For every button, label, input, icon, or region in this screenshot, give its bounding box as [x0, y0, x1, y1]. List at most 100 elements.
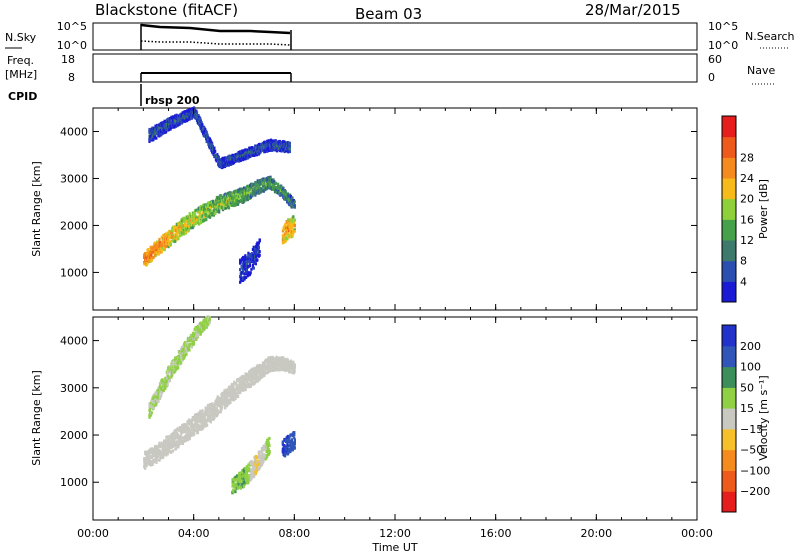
- heatmap-cell: [165, 379, 168, 383]
- heatmap-cell: [257, 251, 260, 255]
- heatmap-cell: [251, 378, 254, 382]
- heatmap-cell: [241, 189, 244, 193]
- heatmap-cell: [251, 471, 254, 475]
- heatmap-cell: [204, 324, 207, 328]
- heatmap-cell: [243, 382, 246, 386]
- heatmap-cell: [215, 202, 218, 206]
- heatmap-cell: [152, 131, 155, 135]
- heatmap-cell: [243, 481, 246, 485]
- heatmap-cell: [273, 180, 276, 184]
- heatmap-cell: [237, 485, 240, 489]
- heatmap-cell: [172, 362, 175, 366]
- heatmap-cell: [148, 456, 151, 460]
- heatmap-cell: [189, 110, 193, 114]
- heatmap-cell: [281, 241, 284, 245]
- colorbar-swatch: [722, 116, 736, 138]
- heatmap-cell: [224, 400, 228, 404]
- heatmap-cell: [243, 380, 246, 384]
- heatmap-cell: [235, 476, 239, 480]
- heatmap-cell: [161, 121, 164, 125]
- heatmap-cell: [246, 191, 249, 195]
- heatmap-cell: [286, 192, 289, 196]
- heatmap-cell: [147, 450, 151, 454]
- heatmap-cell: [191, 220, 194, 224]
- heatmap-cell: [247, 463, 250, 467]
- heatmap-cell: [194, 208, 197, 212]
- heatmap-cell: [198, 222, 201, 225]
- heatmap-cell: [218, 401, 221, 405]
- heatmap-cell: [170, 450, 173, 454]
- cpid-value: rbsp 200: [145, 94, 200, 107]
- heatmap-cell: [207, 140, 210, 144]
- heatmap-cell: [292, 231, 295, 235]
- heatmap-cell: [285, 360, 288, 364]
- heatmap-cell: [187, 432, 191, 436]
- heatmap-cell: [208, 318, 211, 322]
- heatmap-cell: [249, 462, 252, 466]
- heatmap-cell: [249, 369, 252, 373]
- colorbar-swatch: [722, 136, 736, 158]
- heatmap-cell: [180, 113, 183, 117]
- heatmap-cell: [153, 241, 157, 245]
- colorbar-tick-label: 16: [740, 213, 754, 226]
- heatmap-cell: [247, 479, 250, 483]
- heatmap-cell: [293, 446, 296, 450]
- heatmap-cell: [224, 403, 227, 407]
- heatmap-cell: [212, 405, 215, 409]
- heatmap-cell: [196, 220, 200, 224]
- heatmap-cell: [168, 440, 171, 444]
- heatmap-cell: [164, 443, 167, 447]
- heatmap-cell: [253, 381, 256, 385]
- heatmap-cell: [183, 114, 187, 118]
- heatmap-cell: [194, 429, 197, 433]
- heatmap-cell: [154, 243, 157, 247]
- heatmap-cell: [151, 246, 154, 250]
- heatmap-cell: [249, 374, 252, 378]
- colorbar-tick-label: 28: [740, 151, 754, 164]
- heatmap-cell: [222, 399, 225, 403]
- heatmap-cell: [249, 146, 252, 150]
- heatmap-cell: [196, 430, 200, 434]
- heatmap-cell: [204, 406, 207, 410]
- heatmap-cell: [289, 359, 292, 363]
- heatmap-cell: [150, 138, 153, 142]
- heatmap-cell: [242, 157, 245, 161]
- heatmap-cell: [214, 211, 217, 215]
- heatmap-cell: [205, 218, 208, 222]
- heatmap-cell: [211, 412, 214, 416]
- heatmap-cell: [155, 248, 158, 252]
- heatmap-cell: [180, 355, 183, 359]
- heatmap-cell: [188, 214, 191, 218]
- heatmap-cell: [223, 389, 226, 393]
- heatmap-cell: [239, 472, 242, 476]
- power-y-axis-label: Slant Range [km]: [30, 161, 43, 257]
- heatmap-cell: [218, 206, 221, 210]
- heatmap-cell: [285, 449, 288, 453]
- heatmap-cell: [231, 484, 234, 488]
- heatmap-cell: [293, 363, 296, 367]
- heatmap-cell: [237, 477, 240, 481]
- heatmap-cell: [242, 473, 245, 477]
- heatmap-cell: [276, 144, 279, 148]
- heatmap-cell: [282, 147, 285, 151]
- heatmap-cell: [210, 145, 213, 149]
- heatmap-cell: [246, 380, 249, 384]
- heatmap-cell: [159, 456, 162, 460]
- heatmap-cell: [183, 232, 186, 236]
- heatmap-cell: [153, 454, 156, 458]
- heatmap-cell: [168, 127, 171, 131]
- heatmap-cell: [235, 383, 238, 386]
- heatmap-cell: [238, 199, 241, 203]
- heatmap-cell: [222, 206, 225, 210]
- heatmap-cell: [160, 392, 163, 396]
- heatmap-cell: [270, 183, 274, 186]
- heatmap-cell: [174, 124, 177, 128]
- heatmap-cell: [155, 450, 158, 454]
- heatmap-cell: [225, 193, 228, 197]
- heatmap-cell: [253, 154, 256, 157]
- heatmap-cell: [290, 221, 293, 225]
- beam-title: Beam 03: [355, 5, 422, 23]
- heatmap-cell: [284, 239, 287, 243]
- heatmap-cell: [284, 454, 287, 458]
- heatmap-cell: [247, 477, 250, 481]
